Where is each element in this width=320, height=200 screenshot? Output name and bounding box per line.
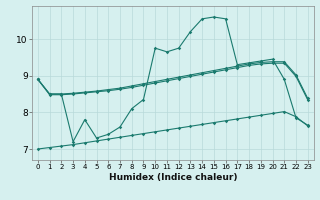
X-axis label: Humidex (Indice chaleur): Humidex (Indice chaleur) xyxy=(108,173,237,182)
